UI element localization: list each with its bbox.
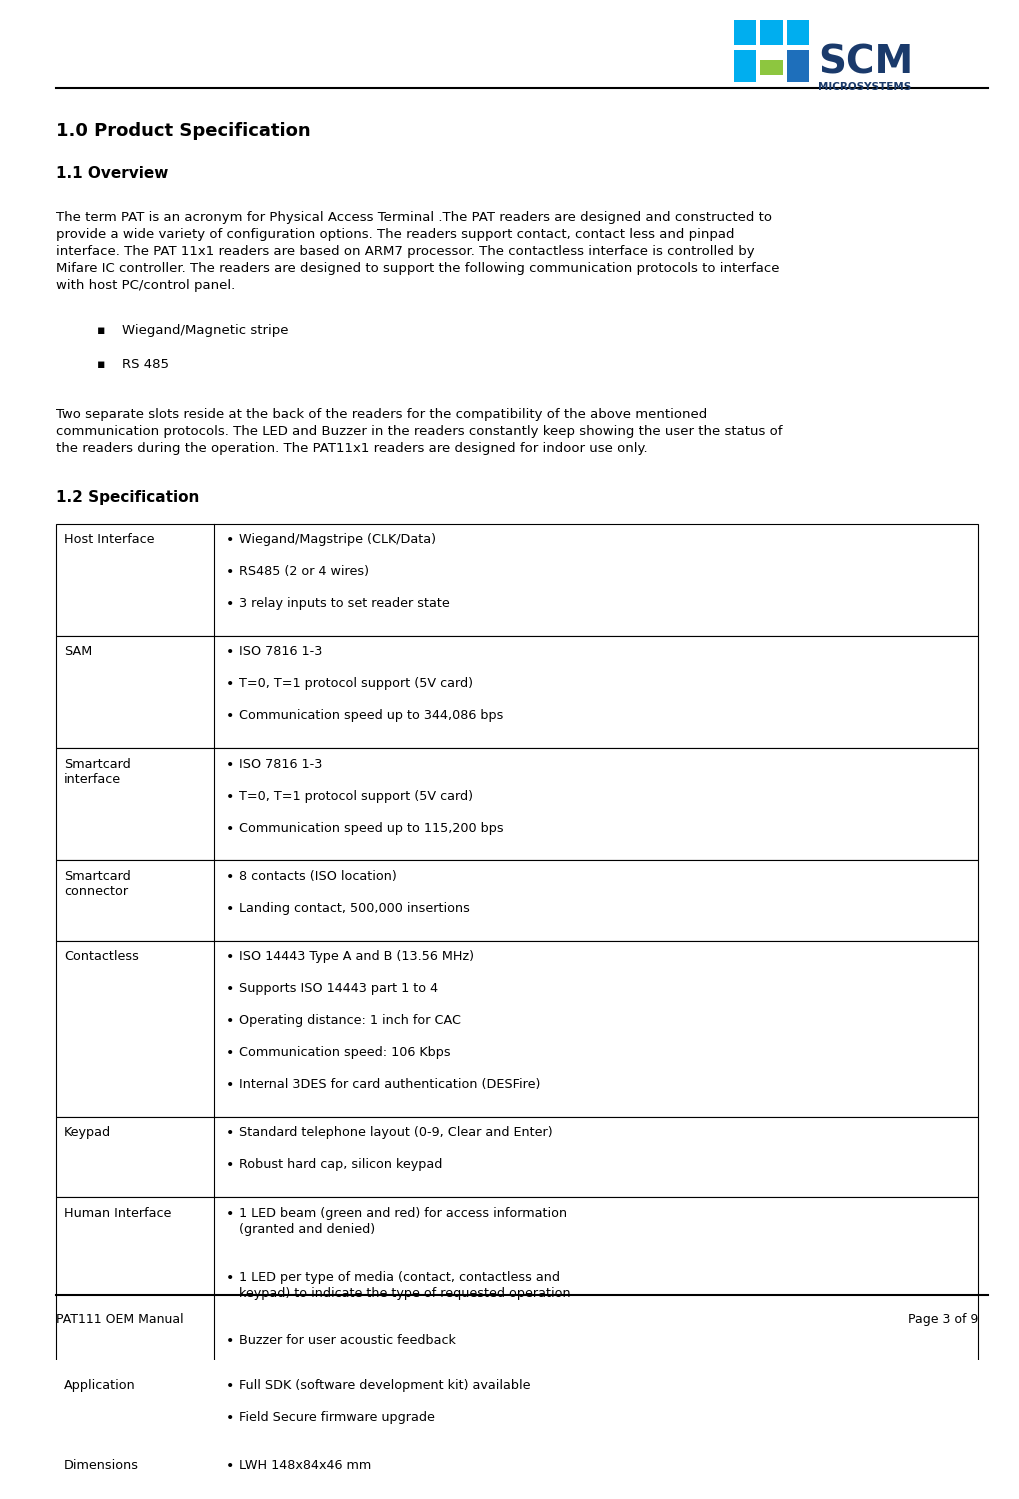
Bar <box>760 60 783 75</box>
Text: 1.1 Overview: 1.1 Overview <box>56 166 168 181</box>
Text: Full SDK (software development kit) available: Full SDK (software development kit) avai… <box>239 1379 531 1391</box>
Text: ▪: ▪ <box>97 358 105 370</box>
Bar <box>56 860 978 941</box>
Text: Wiegand/Magstripe (CLK/Data): Wiegand/Magstripe (CLK/Data) <box>239 534 436 546</box>
Text: 8 contacts (ISO location): 8 contacts (ISO location) <box>239 869 397 883</box>
Text: •: • <box>226 565 234 579</box>
Text: Internal 3DES for card authentication (DESFire): Internal 3DES for card authentication (D… <box>239 1078 541 1091</box>
Text: LWH 148x84x46 mm: LWH 148x84x46 mm <box>239 1459 372 1472</box>
Text: •: • <box>226 1078 234 1093</box>
Bar <box>56 523 978 636</box>
Text: •: • <box>226 1271 234 1285</box>
Text: •: • <box>226 902 234 916</box>
Bar <box>56 636 978 748</box>
Text: •: • <box>226 534 234 547</box>
Text: •: • <box>226 646 234 660</box>
Text: 1 LED per type of media (contact, contactless and
keypad) to indicate the type o: 1 LED per type of media (contact, contac… <box>239 1271 571 1300</box>
Text: ISO 14443 Type A and B (13.56 MHz): ISO 14443 Type A and B (13.56 MHz) <box>239 950 475 964</box>
Text: Page 3 of 9: Page 3 of 9 <box>908 1313 978 1325</box>
Text: 3 relay inputs to set reader state: 3 relay inputs to set reader state <box>239 597 450 610</box>
Text: Communication speed: 106 Kbps: Communication speed: 106 Kbps <box>239 1046 451 1060</box>
Text: SCM: SCM <box>818 43 913 81</box>
Text: Communication speed up to 115,200 bps: Communication speed up to 115,200 bps <box>239 821 504 835</box>
Text: SAM: SAM <box>64 646 93 658</box>
Bar <box>56 1369 978 1450</box>
Text: •: • <box>226 1046 234 1060</box>
Text: 1.0 Product Specification: 1.0 Product Specification <box>56 123 311 141</box>
Text: Landing contact, 500,000 insertions: Landing contact, 500,000 insertions <box>239 902 471 914</box>
Text: ▪: ▪ <box>97 324 105 337</box>
Text: Wiegand/Magnetic stripe: Wiegand/Magnetic stripe <box>122 324 288 337</box>
Text: MICROSYSTEMS: MICROSYSTEMS <box>818 81 912 91</box>
Text: •: • <box>226 1159 234 1172</box>
Text: Standard telephone layout (0-9, Clear and Enter): Standard telephone layout (0-9, Clear an… <box>239 1126 553 1139</box>
Text: RS 485: RS 485 <box>122 358 169 370</box>
Text: •: • <box>226 1379 234 1393</box>
Text: Dimensions: Dimensions <box>64 1459 140 1472</box>
Bar <box>787 51 809 82</box>
Text: Robust hard cap, silicon keypad: Robust hard cap, silicon keypad <box>239 1159 443 1171</box>
Text: •: • <box>226 709 234 724</box>
Text: •: • <box>226 1126 234 1141</box>
Bar <box>56 1117 978 1198</box>
Text: ISO 7816 1-3: ISO 7816 1-3 <box>239 757 323 770</box>
Text: 1 LED beam (green and red) for access information
(granted and denied): 1 LED beam (green and red) for access in… <box>239 1207 568 1235</box>
Text: T=0, T=1 protocol support (5V card): T=0, T=1 protocol support (5V card) <box>239 678 474 691</box>
Text: Supports ISO 14443 part 1 to 4: Supports ISO 14443 part 1 to 4 <box>239 982 438 995</box>
Text: Keypad: Keypad <box>64 1126 111 1139</box>
Text: Field Secure firmware upgrade: Field Secure firmware upgrade <box>239 1411 435 1424</box>
Text: Application: Application <box>64 1379 136 1391</box>
Bar <box>56 1198 978 1369</box>
Text: T=0, T=1 protocol support (5V card): T=0, T=1 protocol support (5V card) <box>239 790 474 802</box>
Text: •: • <box>226 678 234 691</box>
Text: Contactless: Contactless <box>64 950 139 964</box>
Text: Host Interface: Host Interface <box>64 534 155 546</box>
Text: Buzzer for user acoustic feedback: Buzzer for user acoustic feedback <box>239 1334 457 1348</box>
Text: ISO 7816 1-3: ISO 7816 1-3 <box>239 646 323 658</box>
Bar <box>760 21 783 45</box>
Text: •: • <box>226 1459 234 1474</box>
Text: 1.2 Specification: 1.2 Specification <box>56 490 200 505</box>
Bar <box>734 21 756 45</box>
Text: Human Interface: Human Interface <box>64 1207 171 1220</box>
Text: •: • <box>226 982 234 997</box>
Text: •: • <box>226 790 234 803</box>
Text: Smartcard
interface: Smartcard interface <box>64 757 131 785</box>
Text: •: • <box>226 950 234 964</box>
Text: PAT111 OEM Manual: PAT111 OEM Manual <box>56 1313 183 1325</box>
Bar <box>56 1450 978 1498</box>
Text: Communication speed up to 344,086 bps: Communication speed up to 344,086 bps <box>239 709 503 723</box>
Bar <box>734 51 756 82</box>
Text: •: • <box>226 869 234 884</box>
Text: •: • <box>226 1207 234 1220</box>
Text: •: • <box>226 1411 234 1424</box>
Text: •: • <box>226 1015 234 1028</box>
Bar <box>787 21 809 45</box>
Text: •: • <box>226 757 234 772</box>
Text: •: • <box>226 1334 234 1349</box>
Text: The term PAT is an acronym for Physical Access Terminal .The PAT readers are des: The term PAT is an acronym for Physical … <box>56 211 780 292</box>
Text: RS485 (2 or 4 wires): RS485 (2 or 4 wires) <box>239 565 370 579</box>
Bar <box>56 941 978 1117</box>
Text: •: • <box>226 597 234 612</box>
Text: Two separate slots reside at the back of the readers for the compatibility of th: Two separate slots reside at the back of… <box>56 408 783 456</box>
Text: Smartcard
connector: Smartcard connector <box>64 869 131 898</box>
Text: •: • <box>226 821 234 835</box>
Text: Operating distance: 1 inch for CAC: Operating distance: 1 inch for CAC <box>239 1015 462 1027</box>
Bar <box>56 748 978 860</box>
